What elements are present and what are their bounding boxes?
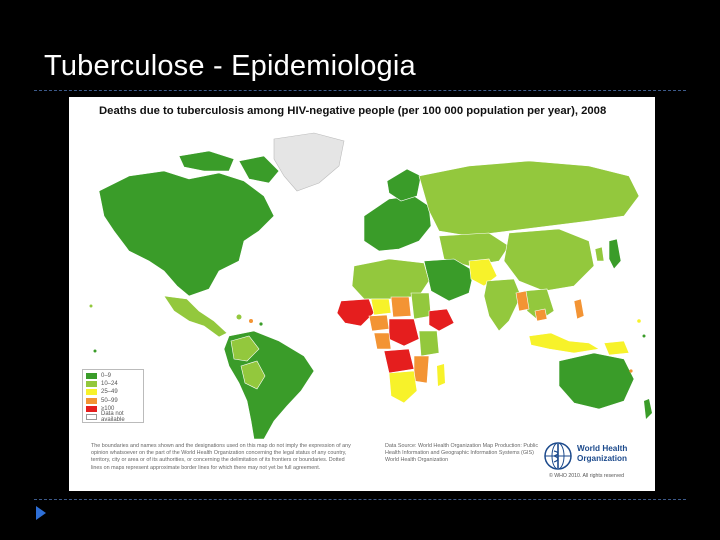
who-name: World Health Organization: [577, 444, 627, 464]
legend-swatch: [86, 373, 97, 380]
legend-swatch: [86, 397, 97, 404]
japan: [608, 238, 622, 270]
mozambique: [413, 355, 430, 384]
papua: [603, 340, 630, 356]
bottom-divider: [34, 499, 686, 500]
slide-title: Tuberculose - Epidemiologia: [44, 50, 416, 82]
central-africa-red: [388, 318, 420, 347]
legend-swatch: [86, 389, 97, 396]
europe: [363, 195, 432, 252]
title-divider: [34, 90, 686, 91]
canadian-arctic: [178, 150, 280, 184]
who-name-line2: Organization: [577, 454, 628, 463]
who-emblem-icon: [544, 442, 572, 470]
map-figure: Deaths due to tuberculosis among HIV-neg…: [69, 97, 655, 491]
bullet-arrow-icon: [36, 506, 46, 520]
legend-label: 0–9: [101, 373, 112, 380]
myanmar: [515, 290, 530, 312]
mexico-central-america: [163, 295, 228, 338]
ethiopia-somalia: [428, 308, 455, 332]
map-data-source: Data Source: World Health Organization M…: [385, 443, 539, 464]
new-zealand: [644, 399, 652, 419]
cambodia: [534, 308, 548, 322]
legend-item: 50–99: [86, 397, 140, 405]
gabon-congo-orange: [373, 332, 392, 350]
south-america-north: [230, 335, 260, 362]
india: [483, 278, 522, 332]
legend-item: ≥100: [86, 405, 140, 413]
map-legend: 0–9 10–24 25–49 50–99 ≥100 Data not avai…: [82, 369, 144, 423]
west-africa-high: [336, 298, 375, 327]
philippines: [573, 298, 585, 320]
scandinavia: [386, 168, 422, 202]
korea: [594, 246, 605, 262]
legend-item: 0–9: [86, 372, 140, 380]
legend-item: 25–49: [86, 388, 140, 396]
nigeria: [368, 314, 390, 332]
who-logo-block: World Health Organization © WHO 2010. Al…: [543, 439, 653, 487]
map-title: Deaths due to tuberculosis among HIV-neg…: [99, 105, 607, 117]
indonesia: [528, 332, 600, 354]
sahel-yellow: [370, 298, 392, 316]
southern-africa-yellow: [388, 370, 418, 404]
legend-label: Data not available: [101, 411, 125, 424]
middle-east: [423, 258, 475, 302]
north-america: [98, 170, 275, 297]
russia: [418, 160, 640, 237]
australia: [558, 352, 635, 410]
china: [503, 228, 595, 292]
legend-label: ≥100: [101, 405, 115, 412]
legend-swatch: [86, 405, 97, 412]
chad-orange: [390, 296, 412, 318]
kenya-tanzania: [418, 330, 440, 357]
legend-label: 10–24: [101, 381, 118, 388]
legend-item: Data not available: [86, 411, 140, 424]
world-map: [89, 132, 652, 440]
legend-label: 50–99: [101, 397, 118, 404]
legend-swatch: [86, 381, 97, 388]
copyright: © WHO 2010. All rights reserved: [549, 473, 625, 479]
bolivia-peru: [240, 360, 266, 390]
who-name-line1: World Health: [577, 444, 628, 453]
legend-label: 25–49: [101, 389, 118, 396]
central-asia: [438, 232, 510, 267]
legend-item: 10–24: [86, 380, 140, 388]
angola-zambia: [383, 348, 415, 374]
madagascar: [437, 364, 445, 386]
greenland: [273, 132, 345, 192]
sudan: [410, 292, 432, 320]
map-disclaimer: The boundaries and names shown and the d…: [91, 443, 351, 471]
legend-swatch: [86, 414, 97, 421]
